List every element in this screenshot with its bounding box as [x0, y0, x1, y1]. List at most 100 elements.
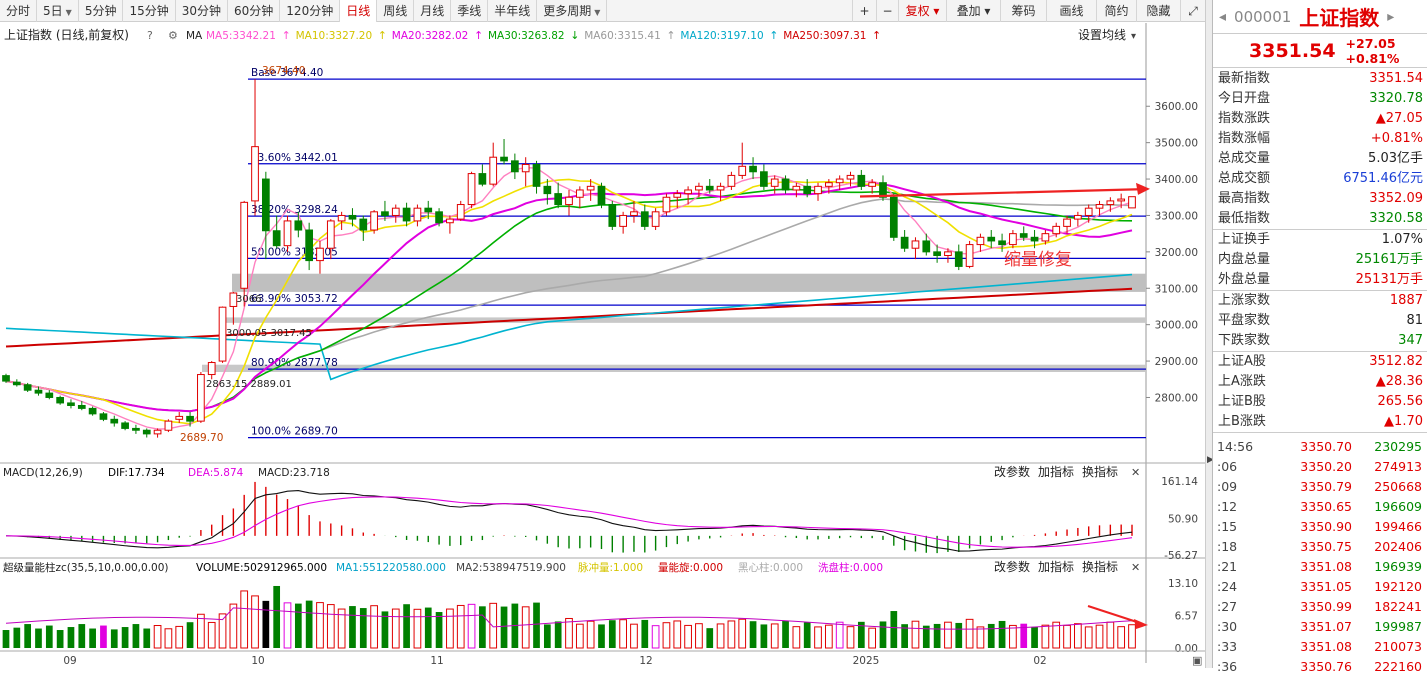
period-tab-1[interactable]: 5日 ▼: [37, 0, 79, 22]
volume-bar: [716, 623, 725, 649]
stat-row: 最新指数 3351.54: [1213, 69, 1427, 89]
ma-label: MA: [186, 30, 203, 42]
volume-bar: [56, 630, 64, 648]
toolbar-button-2[interactable]: 筹码: [1000, 0, 1046, 22]
price-axis-label: 3200.00: [1155, 247, 1198, 259]
period-tab-12[interactable]: 更多周期 ▼: [537, 0, 608, 22]
toolbar-button-4[interactable]: 简约: [1096, 0, 1136, 22]
period-tab-10[interactable]: 季线: [451, 0, 489, 22]
stat-label: 外盘总量: [1218, 272, 1271, 287]
volume-axis-label: 6.57: [1175, 610, 1198, 622]
period-tab-6[interactable]: 120分钟: [280, 0, 341, 22]
volume-bar: [955, 622, 963, 648]
volume-extra-3: 洗盘柱:0.000: [818, 561, 883, 574]
candle-body: [889, 196, 898, 238]
volume-bar: [337, 608, 346, 649]
candle-body: [987, 236, 996, 242]
stat-value: 3512.82: [1369, 354, 1423, 369]
price-axis-label: 3100.00: [1155, 283, 1198, 295]
period-tab-5[interactable]: 60分钟: [228, 0, 281, 22]
candle-body: [305, 229, 314, 262]
period-tab-3[interactable]: 15分钟: [123, 0, 176, 22]
candle-body: [532, 163, 541, 187]
candle-body: [954, 251, 963, 267]
fullscreen-icon[interactable]: ⤢: [1180, 0, 1205, 22]
tick-time: :27: [1217, 599, 1238, 614]
toolbar-button-0[interactable]: 复权 ▾: [898, 0, 946, 22]
volume-bar: [521, 606, 530, 649]
stat-label: 上证B股: [1218, 394, 1266, 409]
tick-volume: 196939: [1374, 559, 1422, 574]
stat-label: 总成交额: [1218, 171, 1271, 186]
toolbar-button-3[interactable]: 画线: [1046, 0, 1096, 22]
toolbar-button-5[interactable]: 隐藏: [1136, 0, 1180, 22]
candle-body: [45, 392, 54, 398]
period-tab-11[interactable]: 半年线: [488, 0, 538, 22]
volume-arrowhead: [1134, 619, 1148, 629]
stat-value: 3320.78: [1369, 91, 1423, 106]
tick-volume: 202406: [1374, 539, 1422, 554]
candle-body: [132, 427, 140, 431]
volume-bar: [1041, 624, 1050, 649]
price-axis-label: 2800.00: [1155, 392, 1198, 404]
x-axis-label: 11: [430, 655, 443, 667]
tick-time: :21: [1217, 559, 1238, 574]
tick-price: 3350.90: [1300, 519, 1352, 534]
period-tab-9[interactable]: 月线: [414, 0, 452, 22]
fib-label: 23.60% 3442.01: [251, 152, 338, 164]
period-tab-2[interactable]: 5分钟: [79, 0, 124, 22]
panel-collapse-handle[interactable]: ▶: [1205, 0, 1214, 668]
volume-axis-label: 0.00: [1175, 643, 1198, 655]
volume-bar: [24, 624, 32, 648]
volume-bar: [370, 605, 378, 649]
volume-bar: [35, 628, 42, 648]
candle-body: [197, 374, 205, 422]
ma10-line: [5, 178, 1133, 425]
tick-row: :33 3351.08 210073: [1213, 637, 1427, 657]
period-tab-0[interactable]: 分时: [0, 0, 38, 22]
tick-volume: 196609: [1374, 499, 1422, 514]
volume-label: 超级量能柱zc(35,5,10,0.00,0.00): [3, 561, 169, 574]
volume-bar: [824, 624, 833, 649]
period-tab-7[interactable]: 日线: [340, 0, 378, 22]
fib-label: 50.00% 3182.05: [251, 246, 338, 258]
volume-bar: [586, 620, 595, 649]
toolbar-button-1[interactable]: 叠加 ▾: [946, 0, 1000, 22]
tick-volume: 182241: [1374, 599, 1422, 614]
prev-stock-icon[interactable]: ◂: [1219, 8, 1227, 25]
volume-bar: [608, 620, 616, 648]
volume-bar: [45, 625, 53, 648]
candle-body: [326, 220, 335, 249]
stat-label: 今日开盘: [1218, 91, 1271, 106]
volume-bar: [641, 619, 649, 648]
period-tab-label: 日线: [346, 3, 371, 18]
macd-dea: DEA:5.874: [188, 467, 244, 479]
tick-row: :15 3350.90 199466: [1213, 517, 1427, 537]
period-tab-4[interactable]: 30分钟: [176, 0, 229, 22]
period-tab-8[interactable]: 周线: [377, 0, 415, 22]
candle-body: [879, 182, 887, 198]
volume-bar: [1084, 626, 1093, 649]
candle-body: [186, 415, 194, 422]
stat-row: 外盘总量 25131万手: [1213, 270, 1427, 290]
volume-bar: [575, 623, 584, 649]
volume-bar: [695, 623, 703, 649]
stat-row: 最高指数 3352.09: [1213, 189, 1427, 209]
period-tab-label: 更多周期: [543, 3, 592, 18]
tick-time: 14:56: [1217, 439, 1254, 454]
volume-bar: [922, 625, 930, 648]
zoom-out-button[interactable]: −: [876, 0, 898, 22]
stat-value: 265.56: [1377, 394, 1424, 409]
fib-label: 63.90% 3053.72: [251, 293, 338, 305]
help-icon: ?: [147, 29, 153, 42]
candle-body: [922, 240, 931, 253]
zoom-in-button[interactable]: +: [852, 0, 876, 22]
candle-body: [164, 420, 173, 431]
candle-body: [1117, 198, 1126, 202]
kline-chart[interactable]: 上证指数 (日线,前复权)? ⚙ MA MA5:3342.21 ↑ MA10:3327.2…: [0, 23, 1205, 668]
stat-value: 81: [1406, 313, 1423, 328]
macd-dea-line: [5, 496, 1133, 548]
candle-body: [1009, 233, 1017, 246]
next-stock-icon[interactable]: ▸: [1387, 8, 1395, 25]
tick-price: 3350.75: [1300, 539, 1352, 554]
